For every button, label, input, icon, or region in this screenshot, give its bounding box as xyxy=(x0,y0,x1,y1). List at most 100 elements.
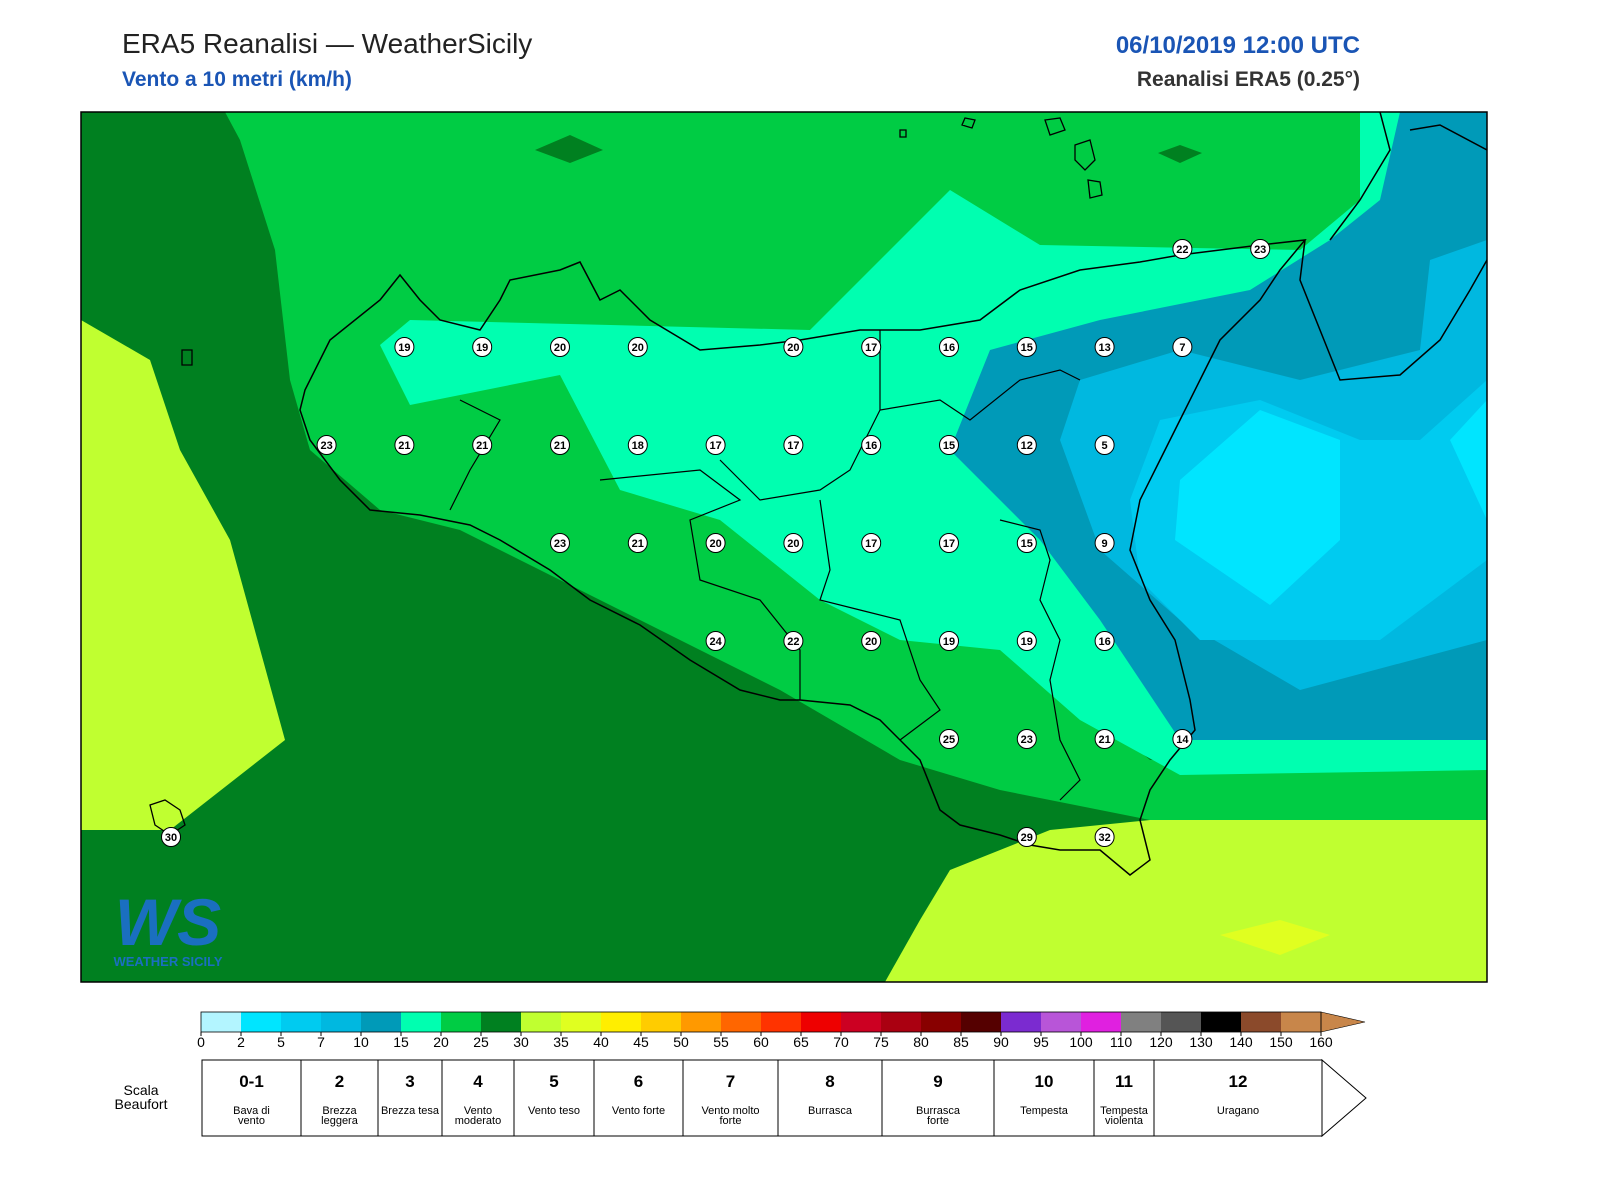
station-value: 21 xyxy=(632,538,644,550)
station-value: 19 xyxy=(943,636,955,648)
beaufort-name: Bava di vento xyxy=(233,1105,270,1127)
logo-text: WEATHER SICILY xyxy=(113,954,222,969)
beaufort-label: Scala Beaufort xyxy=(114,1082,168,1112)
colorbar-tick-label: 95 xyxy=(1033,1034,1049,1050)
beaufort-name: Burrasca forte xyxy=(915,1105,961,1127)
station-value: 20 xyxy=(787,538,799,550)
beaufort-name: Vento molto forte xyxy=(701,1105,760,1127)
logo-mark: WS xyxy=(115,885,221,959)
beaufort-class: 7 Vento molto forte xyxy=(683,1060,778,1127)
colorbar-tick-label: 55 xyxy=(713,1034,729,1050)
colorbar-tick-label: 85 xyxy=(953,1034,969,1050)
beaufort-class: 6 Vento forte xyxy=(594,1060,683,1117)
station-value: 19 xyxy=(1021,636,1033,648)
beaufort-number: 3 xyxy=(405,1072,415,1091)
colorbar-tick-label: 100 xyxy=(1069,1034,1093,1050)
station-value: 15 xyxy=(1021,538,1033,550)
station-value: 14 xyxy=(1176,734,1189,746)
station-value: 29 xyxy=(1021,832,1033,844)
station-marker xyxy=(1172,337,1193,357)
station-value: 20 xyxy=(709,538,721,550)
colorbar-swatch xyxy=(641,1012,681,1032)
beaufort-name: Vento forte xyxy=(611,1105,666,1117)
colorbar-tick-label: 75 xyxy=(873,1034,889,1050)
station-value: 18 xyxy=(632,440,644,452)
beaufort-arrow xyxy=(1321,1058,1367,1138)
datetime: 06/10/2019 12:00 UTC xyxy=(1116,32,1360,59)
colorbar-tick-label: 30 xyxy=(513,1034,529,1050)
colorbar-tick-label: 90 xyxy=(993,1034,1009,1050)
beaufort-class: 8 Burrasca xyxy=(778,1060,882,1117)
colorbar-swatch xyxy=(1241,1012,1281,1032)
station-value: 21 xyxy=(398,440,410,452)
colorbar-swatch xyxy=(761,1012,801,1032)
station-marker xyxy=(627,337,648,357)
beaufort-class: 9 Burrasca forte xyxy=(882,1060,994,1127)
beaufort-number: 11 xyxy=(1115,1072,1133,1091)
station-marker xyxy=(1016,337,1037,357)
station-value: 22 xyxy=(1176,244,1188,256)
beaufort-number: 6 xyxy=(633,1072,644,1091)
beaufort-class: 0-1 Bava di vento xyxy=(202,1060,301,1127)
beaufort-number: 2 xyxy=(334,1072,345,1091)
station-marker xyxy=(783,435,804,455)
beaufort-number: 9 xyxy=(933,1072,943,1091)
colorbar-swatch xyxy=(1081,1012,1121,1032)
station-value: 15 xyxy=(943,440,955,452)
station-marker xyxy=(1016,631,1037,651)
station-value: 23 xyxy=(1021,734,1033,746)
station-value: 23 xyxy=(320,440,332,452)
colorbar-tick-label: 45 xyxy=(633,1034,649,1050)
beaufort-name: Brezza leggera xyxy=(321,1105,358,1127)
station-value: 5 xyxy=(1102,440,1108,452)
station-marker xyxy=(1016,533,1037,553)
station-marker xyxy=(783,631,804,651)
colorbar-tick-label: 60 xyxy=(753,1034,769,1050)
colorbar-swatch xyxy=(1201,1012,1241,1032)
beaufort-number: 12 xyxy=(1228,1072,1248,1091)
beaufort-name: Tempesta violenta xyxy=(1100,1105,1148,1127)
wind-field xyxy=(81,112,1487,982)
colorbar-tick-label: 10 xyxy=(353,1034,369,1050)
station-marker xyxy=(472,337,493,357)
beaufort-number: 0-1 xyxy=(239,1072,264,1091)
station-marker xyxy=(705,435,726,455)
colorbar-swatch xyxy=(921,1012,961,1032)
beaufort-name: Brezza tesa xyxy=(380,1105,440,1117)
station-marker xyxy=(1094,729,1115,749)
beaufort-number: 4 xyxy=(473,1072,483,1091)
colorbar-tick-label: 20 xyxy=(433,1034,449,1050)
colorbar-swatch xyxy=(561,1012,601,1032)
station-marker xyxy=(316,435,337,455)
colorbar-swatch xyxy=(401,1012,441,1032)
colorbar-swatch xyxy=(881,1012,921,1032)
colorbar-tick-label: 25 xyxy=(473,1034,489,1050)
station-marker xyxy=(1094,435,1115,455)
colorbar-swatch xyxy=(1281,1012,1321,1032)
station-marker xyxy=(1250,239,1271,259)
station-value: 21 xyxy=(476,440,488,452)
colorbar-swatch xyxy=(841,1012,881,1032)
colorbar-tick-label: 70 xyxy=(833,1034,849,1050)
colorbar-tick-label: 0 xyxy=(197,1034,205,1050)
colorbar-extension xyxy=(1320,1011,1366,1033)
colorbar-swatch xyxy=(961,1012,1001,1032)
subtitle: Vento a 10 metri (km/h) xyxy=(122,68,352,91)
colorbar-tick-label: 2 xyxy=(237,1034,245,1050)
colorbar-tick-label: 50 xyxy=(673,1034,689,1050)
station-marker xyxy=(783,337,804,357)
source: Reanalisi ERA5 (0.25°) xyxy=(1137,68,1360,91)
beaufort-class: 4 Vento moderato xyxy=(442,1060,514,1127)
colorbar-tick-label: 120 xyxy=(1149,1034,1173,1050)
colorbar-tick-label: 110 xyxy=(1110,1034,1133,1050)
station-marker xyxy=(861,435,882,455)
colorbar-tick-label: 130 xyxy=(1189,1034,1213,1050)
colorbar-swatch xyxy=(441,1012,481,1032)
beaufort-number: 10 xyxy=(1034,1072,1054,1091)
station-value: 20 xyxy=(865,636,877,648)
colorbar-swatch xyxy=(601,1012,641,1032)
station-marker xyxy=(394,337,415,357)
station-marker xyxy=(1016,827,1037,847)
colorbar-tick-label: 65 xyxy=(793,1034,809,1050)
